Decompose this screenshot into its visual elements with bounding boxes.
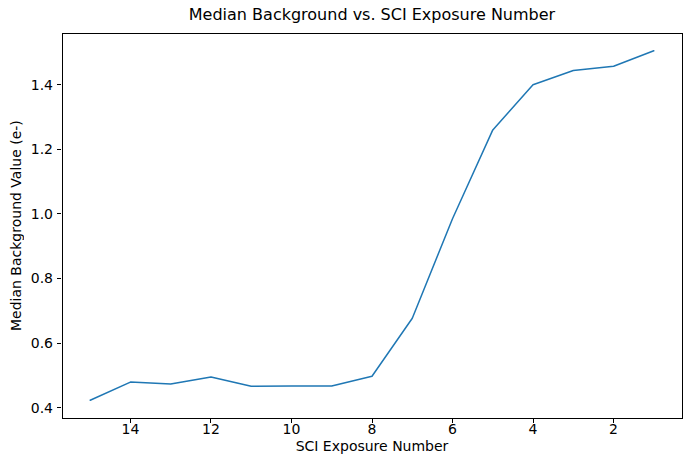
plot-frame bbox=[63, 34, 683, 419]
y-tick-label: 0.6 bbox=[31, 335, 53, 351]
x-axis-label: SCI Exposure Number bbox=[62, 438, 682, 454]
y-tick-label: 1.2 bbox=[31, 141, 53, 157]
figure: Median Background vs. SCI Exposure Numbe… bbox=[0, 0, 691, 470]
x-tick-label: 2 bbox=[609, 421, 618, 437]
y-tick-label: 1.4 bbox=[31, 77, 53, 93]
y-tick-label: 1.0 bbox=[31, 206, 53, 222]
data-line bbox=[90, 51, 654, 400]
x-tick-label: 6 bbox=[448, 421, 457, 437]
y-tick-label: 0.4 bbox=[31, 400, 53, 416]
x-tick-label: 10 bbox=[283, 421, 301, 437]
y-tick-label: 0.8 bbox=[31, 270, 53, 286]
x-tick-label: 12 bbox=[202, 421, 220, 437]
x-tick-label: 4 bbox=[529, 421, 538, 437]
x-tick-label: 14 bbox=[122, 421, 140, 437]
x-tick-label: 8 bbox=[368, 421, 377, 437]
line-plot: 14 12 10 8 6 4 2 0.4 0.6 0.8 1.0 1.2 1.4 bbox=[0, 0, 691, 470]
